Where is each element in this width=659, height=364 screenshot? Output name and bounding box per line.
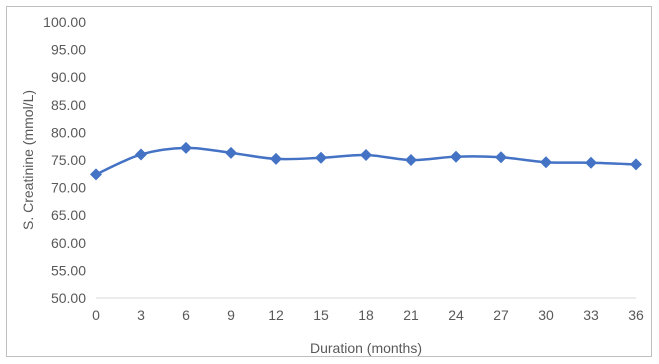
x-axis-ticks: 0 3 6 9 12 15 18 21 24 27 30 33 36 [92,307,644,323]
y-tick-label: 85.00 [51,97,86,113]
data-point [450,150,462,163]
data-point [315,151,327,164]
x-tick-label: 18 [358,307,374,323]
y-tick-label: 95.00 [51,42,86,58]
x-tick-label: 30 [538,307,554,323]
y-tick-label: 50.00 [51,290,86,306]
x-tick-label: 12 [268,307,284,323]
data-point [630,158,642,171]
y-tick-label: 65.00 [51,207,86,223]
y-axis-title: S. Creatinine (mmol/L) [20,90,36,230]
x-tick-label: 24 [448,307,464,323]
x-tick-label: 0 [92,307,100,323]
data-point [225,146,237,159]
data-point [90,168,102,181]
x-tick-label: 3 [137,307,145,323]
x-tick-label: 21 [403,307,419,323]
y-axis-ticks: 50.00 55.00 60.00 65.00 70.00 75.00 80.00 85.00… [43,14,86,306]
series-markers [90,141,642,181]
x-tick-label: 33 [583,307,599,323]
y-tick-label: 60.00 [51,235,86,251]
x-tick-label: 27 [493,307,509,323]
y-tick-label: 80.00 [51,124,86,140]
data-point [495,151,507,164]
x-tick-label: 15 [313,307,329,323]
data-point [135,148,147,161]
data-point [405,154,417,166]
y-tick-label: 75.00 [51,152,86,168]
y-tick-label: 90.00 [51,69,86,85]
x-tick-label: 36 [628,307,644,323]
x-axis-title: Duration (months) [310,340,422,356]
x-tick-label: 6 [182,307,190,323]
data-point [270,152,282,165]
y-tick-label: 70.00 [51,180,86,196]
y-tick-label: 55.00 [51,262,86,278]
x-tick-label: 9 [227,307,235,323]
y-tick-label: 100.00 [43,14,86,30]
data-point [360,149,372,162]
data-point [180,141,192,154]
data-point [540,156,552,169]
data-point [585,156,597,169]
